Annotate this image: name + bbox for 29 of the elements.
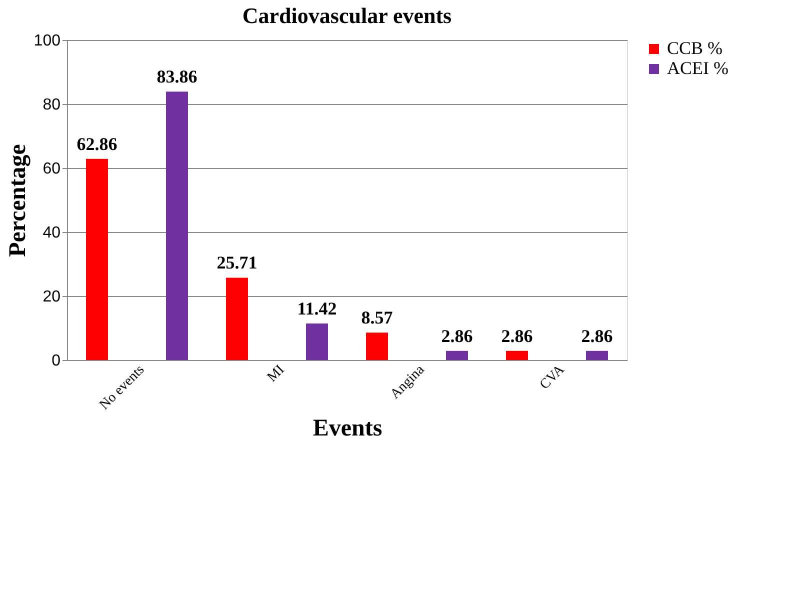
x-tick-label: CVA (537, 362, 568, 393)
y-tick-label: 0 (52, 352, 61, 370)
bar (586, 350, 608, 360)
data-label: 62.86 (76, 134, 118, 154)
y-axis-title: Percentage (4, 144, 31, 257)
data-label: 11.42 (297, 298, 337, 318)
bar (166, 92, 188, 360)
legend-label: ACEI % (667, 58, 728, 78)
bar (86, 158, 108, 360)
x-tick-label: MI (264, 362, 288, 386)
bar (446, 350, 468, 360)
legend-label: CCB % (667, 38, 723, 58)
data-label: 2.86 (581, 326, 613, 346)
bar (306, 323, 328, 360)
bar (506, 350, 528, 360)
y-tick-label: 40 (42, 224, 61, 242)
bar (366, 332, 388, 360)
data-label: 25.71 (216, 252, 258, 273)
data-label: 83.86 (156, 66, 198, 87)
chart-title: Cardiovascular events (242, 3, 452, 28)
data-label: 2.86 (501, 326, 533, 346)
y-tick-label: 60 (42, 160, 61, 178)
y-tick-label: 100 (34, 32, 61, 50)
y-tick-label: 20 (42, 288, 61, 306)
data-label: 8.57 (361, 308, 393, 328)
bar (226, 278, 248, 360)
x-axis-title: Events (312, 415, 382, 442)
data-label: 2.86 (441, 326, 473, 346)
y-tick-label: 80 (42, 96, 61, 114)
